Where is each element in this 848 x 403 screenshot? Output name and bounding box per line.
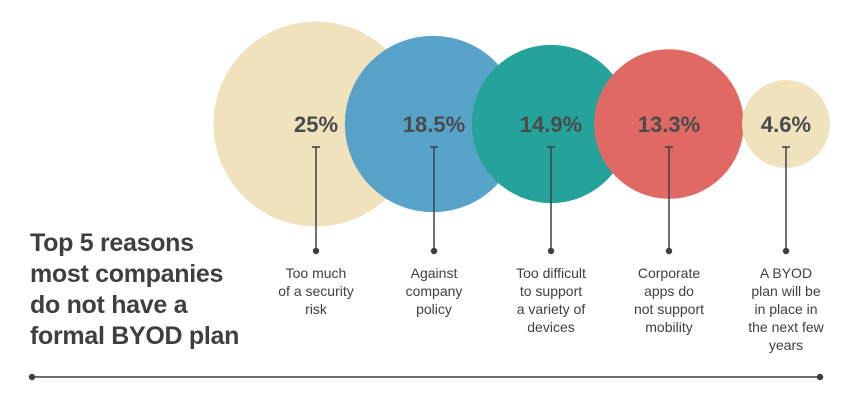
stem-dot [665, 247, 673, 255]
axis-end-dot [28, 373, 36, 381]
category-label: Against company policy [379, 264, 489, 318]
stem-dot [782, 247, 790, 255]
category-label-line: policy [416, 301, 452, 317]
category-label: A BYOD plan will be in place in the next fe… [731, 264, 841, 354]
bubbles-group [213, 21, 830, 227]
title-line: formal BYOD plan [30, 322, 240, 350]
category-label-line: company [405, 283, 463, 299]
category-label: Corporate apps do not support mobility [614, 264, 724, 336]
category-label-line: Corporate [637, 265, 701, 281]
title-line: do not have a [30, 291, 188, 319]
category-label-line: years [768, 337, 804, 353]
category-label: Too much of a security risk [261, 264, 371, 318]
stem-dot [547, 247, 555, 255]
category-label-line: risk [305, 301, 327, 317]
category-label-line: a variety of [516, 301, 586, 317]
bubble-3 [471, 44, 631, 204]
category-label-line: of a security [278, 283, 354, 299]
category-label: Too difficult to support a variety of devic… [496, 264, 606, 336]
value-label: 14.9% [520, 112, 582, 137]
category-label-line: in place in [754, 301, 818, 317]
bottom-axis [28, 373, 824, 381]
bubble-2 [344, 35, 522, 213]
category-label-line: mobility [645, 319, 693, 335]
category-label-line: apps do [644, 283, 694, 299]
category-label-line: the next few [748, 319, 824, 335]
category-label-line: plan will be [751, 283, 821, 299]
stems-group [312, 146, 790, 255]
category-label-line: Too much [285, 265, 347, 281]
value-label: 18.5% [403, 112, 465, 137]
value-label: 4.6% [761, 112, 811, 137]
category-label-line: not support [633, 301, 705, 317]
stem-dot [430, 247, 438, 255]
stem-dot [312, 247, 320, 255]
bubble-5 [742, 80, 830, 168]
value-label: 25% [294, 112, 338, 137]
value-label: 13.3% [638, 112, 700, 137]
category-label-line: A BYOD [759, 265, 813, 281]
chart-title: Top 5 reasons most companies do not have… [30, 228, 280, 352]
value-labels-group: 25% 18.5% 14.9% 13.3% 4.6% [294, 112, 811, 137]
category-label-line: to support [519, 283, 583, 299]
title-line: Top 5 reasons [30, 229, 194, 257]
bubble-4 [594, 49, 744, 199]
axis-end-dot [816, 373, 824, 381]
category-label-line: devices [527, 319, 575, 335]
title-line: most companies [30, 260, 224, 288]
category-label-line: Against [410, 265, 458, 281]
category-label-line: Too difficult [516, 265, 586, 281]
